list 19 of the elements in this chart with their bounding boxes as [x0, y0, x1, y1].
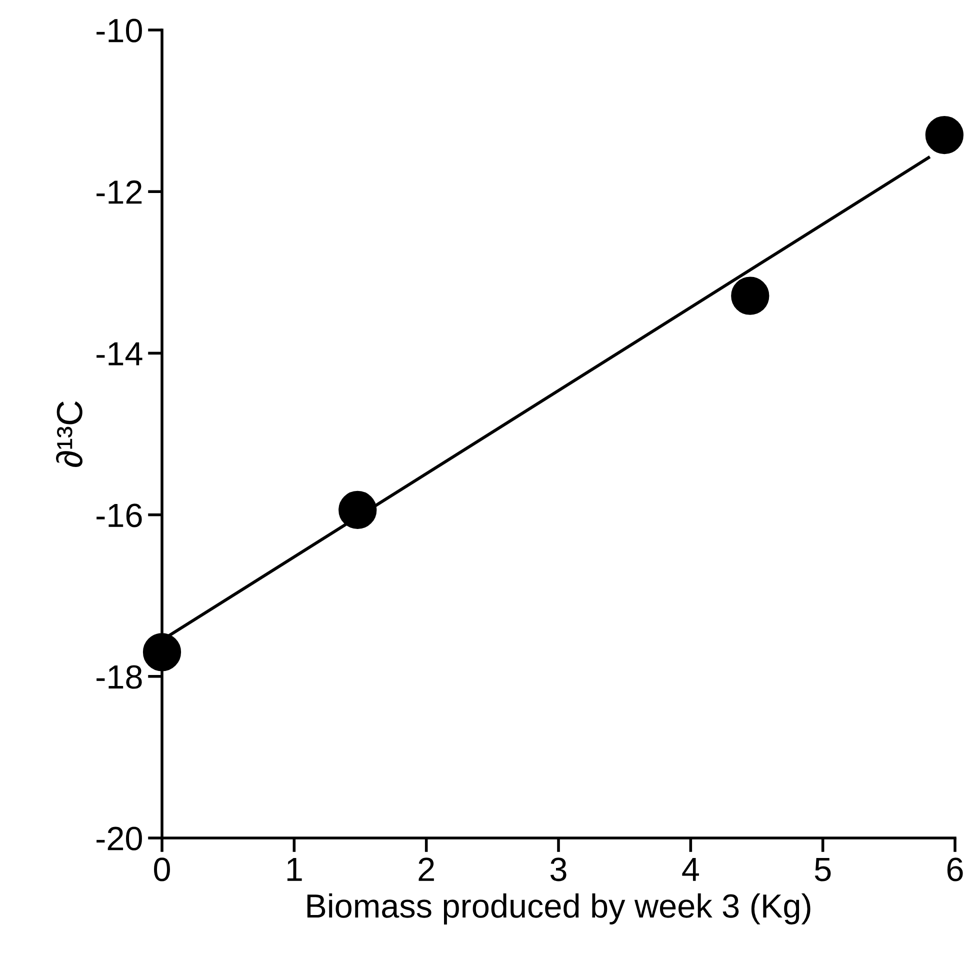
- x-axis-title: Biomass produced by week 3 (Kg): [307, 893, 810, 924]
- y-tick-label: -16: [96, 504, 142, 528]
- x-tick-label: 5: [814, 858, 831, 882]
- point: [731, 276, 770, 315]
- point: [338, 490, 377, 530]
- y-tick-label: -18: [96, 665, 142, 689]
- y-tick-label: -12: [96, 180, 142, 204]
- x-tick-label: 6: [947, 858, 963, 882]
- x-tick-label: 1: [287, 858, 302, 881]
- point: [925, 116, 964, 154]
- x-tick-label: 3: [550, 858, 566, 882]
- y-axis-title: ∂¹³C: [56, 401, 83, 467]
- y-tick-label: -20: [96, 826, 142, 850]
- x-tick-label: 4: [682, 858, 699, 881]
- y-tick-label: -10: [96, 18, 142, 42]
- y-tick-label: -14: [96, 342, 142, 366]
- x-tick-label: 2: [418, 858, 434, 881]
- point: [142, 633, 182, 672]
- x-tick-label: 0: [154, 858, 170, 882]
